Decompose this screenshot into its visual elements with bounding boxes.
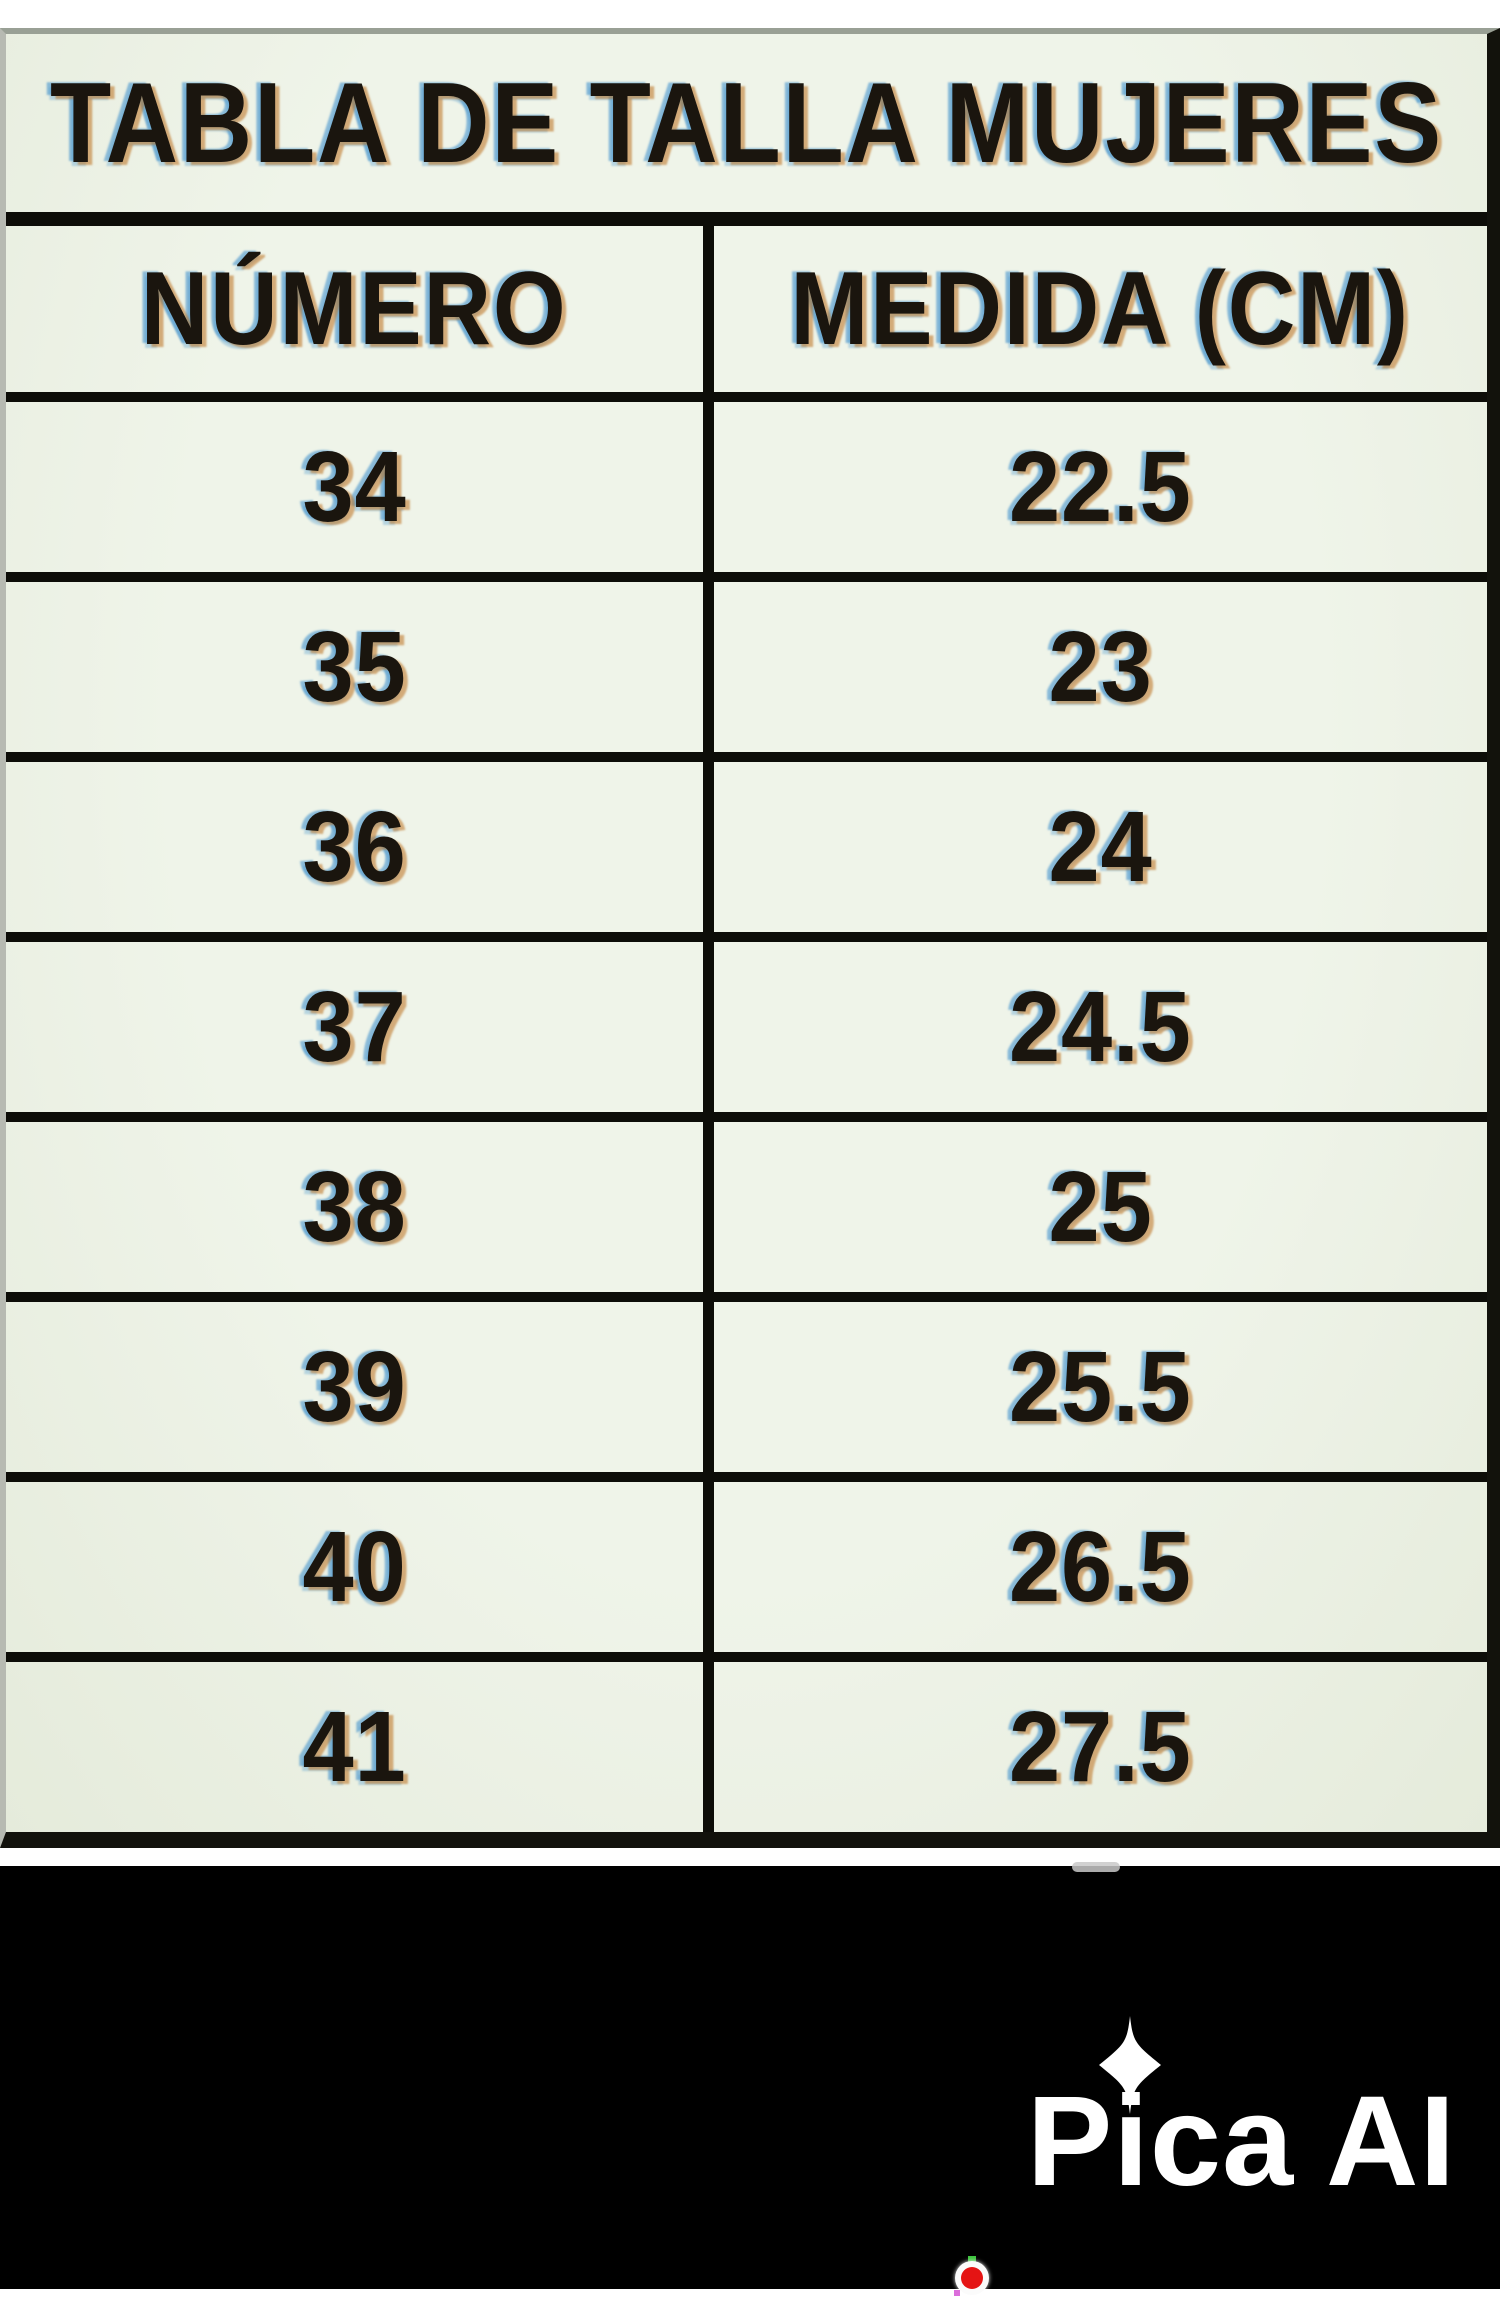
header-label-medida: MEDIDA (CM) xyxy=(790,250,1411,367)
header-cell-numero: NÚMERO xyxy=(6,226,714,392)
cell-numero: 35 xyxy=(6,582,714,752)
numero-value: 38 xyxy=(302,1150,407,1263)
cell-numero: 36 xyxy=(6,762,714,932)
medida-value: 25.5 xyxy=(1009,1330,1192,1443)
cell-numero: 34 xyxy=(6,402,714,572)
cell-medida: 25 xyxy=(714,1122,1487,1292)
magenta-speck xyxy=(954,2290,960,2296)
header-label-numero: NÚMERO xyxy=(141,250,568,367)
numero-value: 36 xyxy=(302,790,407,903)
cell-medida: 22.5 xyxy=(714,402,1487,572)
table-header-row: NÚMERO MEDIDA (CM) xyxy=(6,212,1487,392)
record-dot-artifact xyxy=(952,2256,992,2298)
numero-value: 39 xyxy=(302,1330,407,1443)
table-row: 39 25.5 xyxy=(6,1292,1487,1472)
header-cell-medida: MEDIDA (CM) xyxy=(714,226,1487,392)
cell-medida: 24 xyxy=(714,762,1487,932)
table-row: 36 24 xyxy=(6,752,1487,932)
cell-numero: 38 xyxy=(6,1122,714,1292)
medida-value: 25 xyxy=(1048,1150,1153,1263)
medida-value: 26.5 xyxy=(1009,1510,1192,1623)
table-row: 35 23 xyxy=(6,572,1487,752)
medida-value: 24 xyxy=(1048,790,1153,903)
green-speck xyxy=(968,2256,976,2264)
cell-medida: 27.5 xyxy=(714,1662,1487,1832)
table-title: TABLA DE TALLA MUJERES xyxy=(50,59,1444,187)
pica-ai-logo: Pica AI xyxy=(1027,2016,1456,2206)
cell-medida: 26.5 xyxy=(714,1482,1487,1652)
medida-value: 22.5 xyxy=(1009,430,1192,543)
numero-value: 41 xyxy=(302,1690,407,1803)
numero-value: 37 xyxy=(302,970,407,1083)
cell-numero: 41 xyxy=(6,1662,714,1832)
band-edge-artifact xyxy=(1072,1862,1120,1872)
medida-value: 24.5 xyxy=(1009,970,1192,1083)
cell-numero: 40 xyxy=(6,1482,714,1652)
numero-value: 35 xyxy=(302,610,407,723)
medida-value: 27.5 xyxy=(1009,1690,1192,1803)
logo-wordmark: Pica AI xyxy=(1026,2070,1456,2213)
cell-medida: 25.5 xyxy=(714,1302,1487,1472)
size-chart-table: TABLA DE TALLA MUJERES NÚMERO MEDIDA (CM… xyxy=(0,28,1500,1848)
cell-medida: 23 xyxy=(714,582,1487,752)
table-row: 38 25 xyxy=(6,1112,1487,1292)
table-row: 34 22.5 xyxy=(6,392,1487,572)
numero-value: 40 xyxy=(302,1510,407,1623)
table-row: 41 27.5 xyxy=(6,1652,1487,1832)
cell-numero: 39 xyxy=(6,1302,714,1472)
footer-band: Pica AI xyxy=(0,1862,1500,2289)
table-row: 40 26.5 xyxy=(6,1472,1487,1652)
table-title-row: TABLA DE TALLA MUJERES xyxy=(6,34,1487,212)
cell-medida: 24.5 xyxy=(714,942,1487,1112)
cell-numero: 37 xyxy=(6,942,714,1112)
table-row: 37 24.5 xyxy=(6,932,1487,1112)
sparkle-icon xyxy=(1098,2016,1161,2114)
red-dot xyxy=(961,2267,983,2289)
medida-value: 23 xyxy=(1048,610,1153,723)
numero-value: 34 xyxy=(302,430,407,543)
